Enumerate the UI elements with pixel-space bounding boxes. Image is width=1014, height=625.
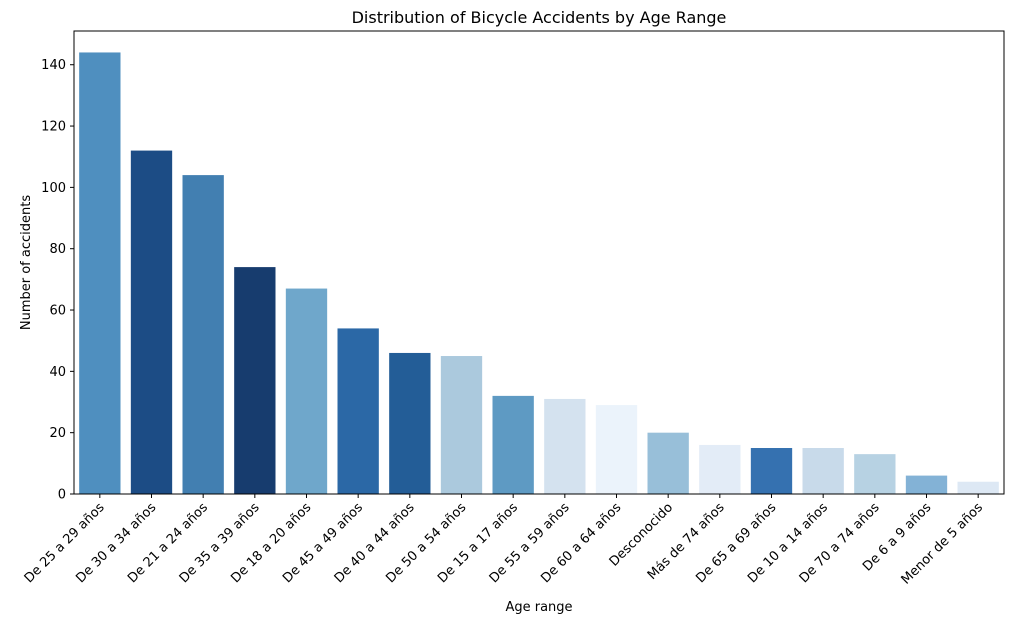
bar-2: [130, 150, 173, 494]
bar-1: [79, 52, 121, 495]
bar-4: [234, 267, 276, 494]
y-tick-label: 60: [49, 304, 66, 319]
bar-10: [544, 398, 586, 494]
bar-3: [182, 175, 224, 495]
bar-12: [647, 432, 689, 494]
y-tick-label: 100: [41, 181, 66, 196]
bar-5: [285, 288, 328, 494]
chart-title: Distribution of Bicycle Accidents by Age…: [352, 8, 727, 27]
plot-frame: [73, 30, 1005, 495]
bar-13: [699, 444, 741, 494]
bar-8: [440, 356, 483, 494]
y-tick-label: 120: [41, 120, 66, 135]
y-axis-label: Number of accidents: [19, 195, 34, 330]
x-axis-label: Age range: [505, 600, 572, 615]
y-tick-label: 80: [49, 242, 66, 257]
y-axis-ticks: 0 20 40 60 80 100 120 140: [41, 58, 74, 503]
y-tick-label: 140: [41, 58, 66, 73]
bars-group: [79, 52, 999, 495]
bar-17: [905, 475, 948, 494]
y-tick-label: 40: [49, 365, 66, 380]
y-tick-label: 20: [49, 426, 66, 441]
y-tick-label: 0: [58, 488, 66, 503]
bar-7: [389, 352, 431, 494]
bar-18: [957, 481, 999, 494]
bar-11: [595, 405, 638, 494]
bar-9: [492, 395, 534, 494]
bar-14: [750, 448, 793, 494]
bar-15: [802, 448, 844, 494]
bar-16: [854, 454, 896, 494]
bar-6: [337, 328, 379, 494]
